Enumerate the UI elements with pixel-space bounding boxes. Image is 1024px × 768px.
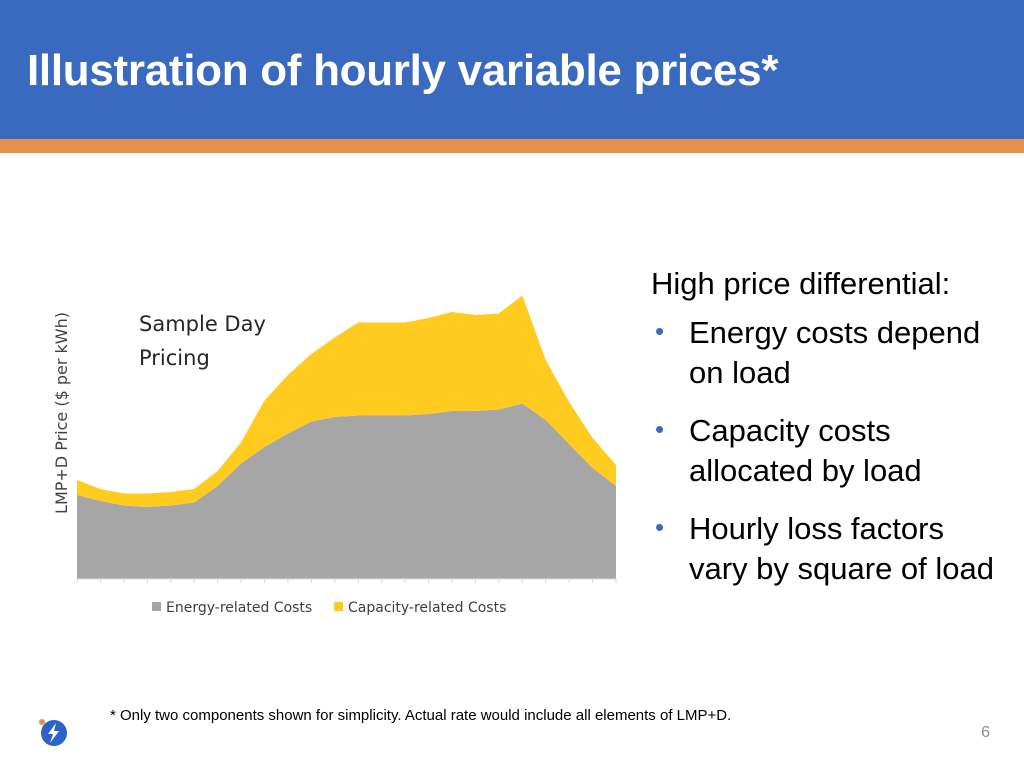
lightning-bolt-icon: [39, 719, 67, 746]
area-series-energy: [77, 403, 616, 579]
bullet-text: Hourly loss factors vary by square of lo…: [689, 511, 995, 586]
legend-label-capacity: Capacity-related Costs: [348, 600, 506, 616]
bullet-dot-icon: •: [655, 414, 665, 444]
page-number: 6: [981, 724, 990, 741]
bullet-list: • Energy costs depend on load • Capacity…: [651, 313, 1001, 589]
bullet-item: • Energy costs depend on load: [651, 313, 1001, 393]
header-bar: [0, 0, 1024, 139]
header-accent-stripe: [0, 139, 1024, 153]
bullet-lead: High price differential:: [651, 266, 951, 301]
chart-legend: Energy-related Costs Capacity-related Co…: [152, 600, 506, 616]
chart-x-axis: [76, 578, 617, 583]
bullet-dot-icon: •: [655, 316, 665, 346]
bullet-text: Energy costs depend on load: [689, 315, 981, 390]
footnote: * Only two components shown for simplici…: [110, 707, 732, 724]
legend-swatch-energy: [152, 602, 161, 611]
bullet-list-panel: High price differential: • Energy costs …: [651, 264, 1001, 607]
chart-areas: [77, 295, 616, 579]
bullet-item: • Hourly loss factors vary by square of …: [651, 509, 1001, 589]
legend-swatch-capacity: [334, 602, 343, 611]
bullet-text: Capacity costs allocated by load: [689, 413, 922, 488]
y-axis-label: LMP+D Price ($ per kWh): [52, 312, 71, 514]
area-series-capacity: [77, 295, 616, 507]
legend-label-energy: Energy-related Costs: [166, 600, 312, 616]
slide-title: Illustration of hourly variable prices*: [27, 46, 779, 95]
chart-title-line-2: Pricing: [139, 346, 210, 370]
bullet-dot-icon: •: [655, 512, 665, 542]
bullet-item: • Capacity costs allocated by load: [651, 411, 1001, 491]
chart-title-line-1: Sample Day: [139, 312, 266, 336]
